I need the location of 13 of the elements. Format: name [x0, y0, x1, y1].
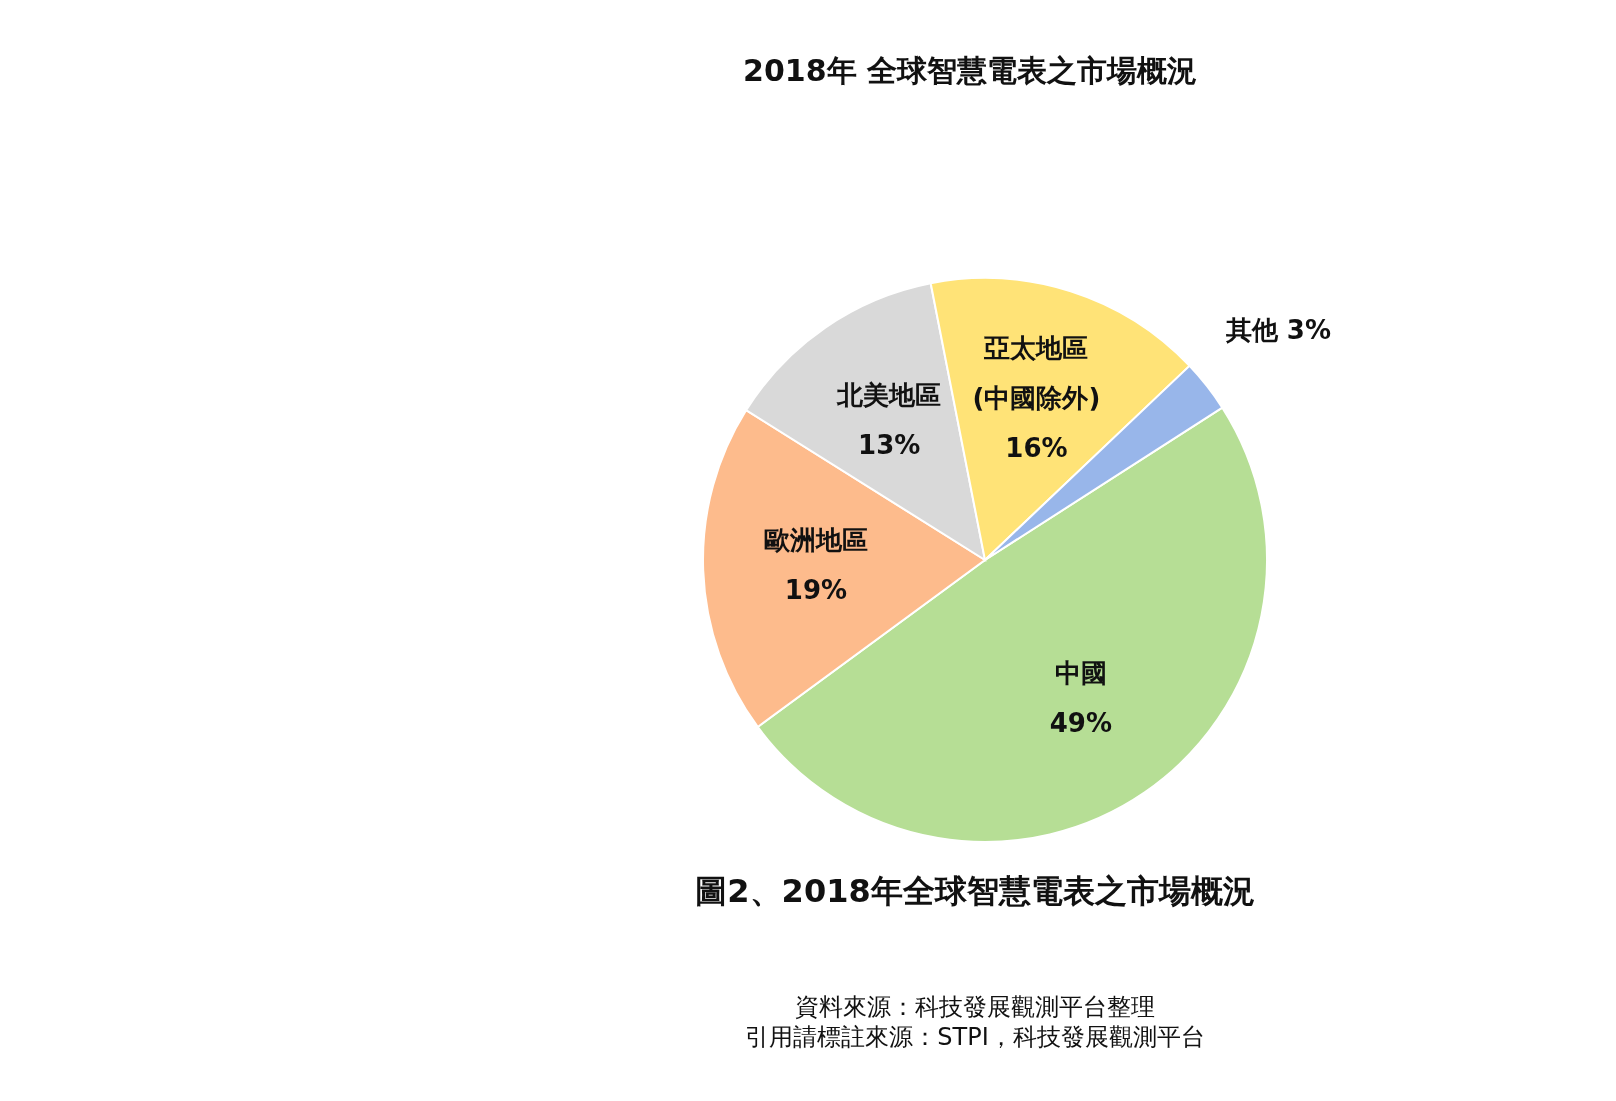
caption: 圖2、2018年全球智慧電表之市場概況 [695, 872, 1255, 910]
slice-label: 北美地區 [836, 379, 942, 410]
data-label: 13% [858, 429, 921, 460]
data-label: 19% [784, 575, 848, 606]
data-label: 49% [1049, 708, 1112, 739]
data-label: 16% [1005, 432, 1068, 463]
source-note: 資料來源：科技發展觀測平台整理 [795, 993, 1155, 1021]
chart-title: 2018年 全球智慧電表之市場概況 [743, 53, 1197, 88]
slice-label: 亞太地區 (中國除外) [972, 332, 1101, 413]
slice-label: 中國 [1054, 658, 1107, 689]
slice-label: 歐洲地區 [763, 525, 868, 556]
text: 引用請標註來源：STPI，科技發展觀測平台 [745, 1023, 1205, 1051]
slice-label: 其他 3% [1224, 315, 1331, 346]
